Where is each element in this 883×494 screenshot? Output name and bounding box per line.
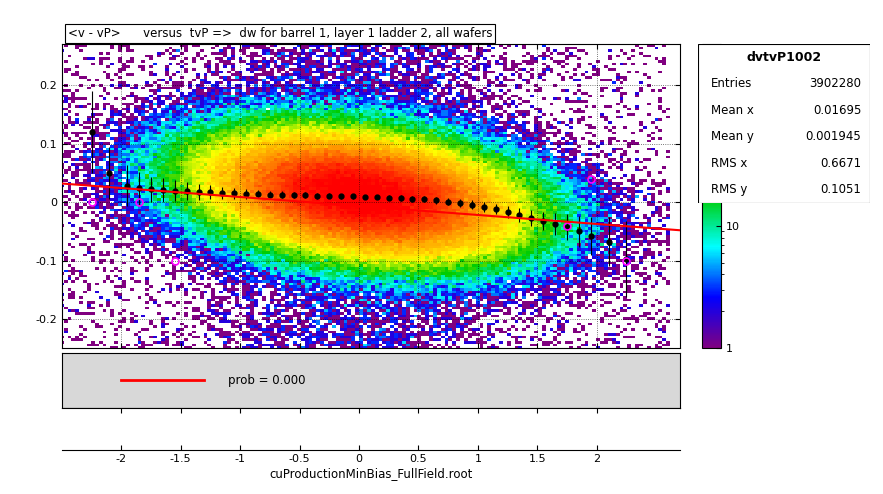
X-axis label: cuProductionMinBias_FullField.root: cuProductionMinBias_FullField.root (269, 467, 472, 480)
Text: 0.01695: 0.01695 (812, 104, 861, 117)
Text: 0.6671: 0.6671 (820, 157, 861, 169)
Text: Mean y: Mean y (712, 130, 754, 143)
Text: dvtvP1002: dvtvP1002 (746, 51, 821, 64)
Text: Entries: Entries (712, 78, 752, 90)
Text: <v - vP>      versus  tvP =>  dw for barrel 1, layer 1 ladder 2, all wafers: <v - vP> versus tvP => dw for barrel 1, … (68, 27, 493, 40)
Text: Mean x: Mean x (712, 104, 754, 117)
Text: 0.001945: 0.001945 (805, 130, 861, 143)
Text: prob = 0.000: prob = 0.000 (228, 374, 306, 387)
Text: RMS x: RMS x (712, 157, 748, 169)
Text: RMS y: RMS y (712, 183, 748, 196)
Text: 3902280: 3902280 (809, 78, 861, 90)
Text: 0.1051: 0.1051 (820, 183, 861, 196)
